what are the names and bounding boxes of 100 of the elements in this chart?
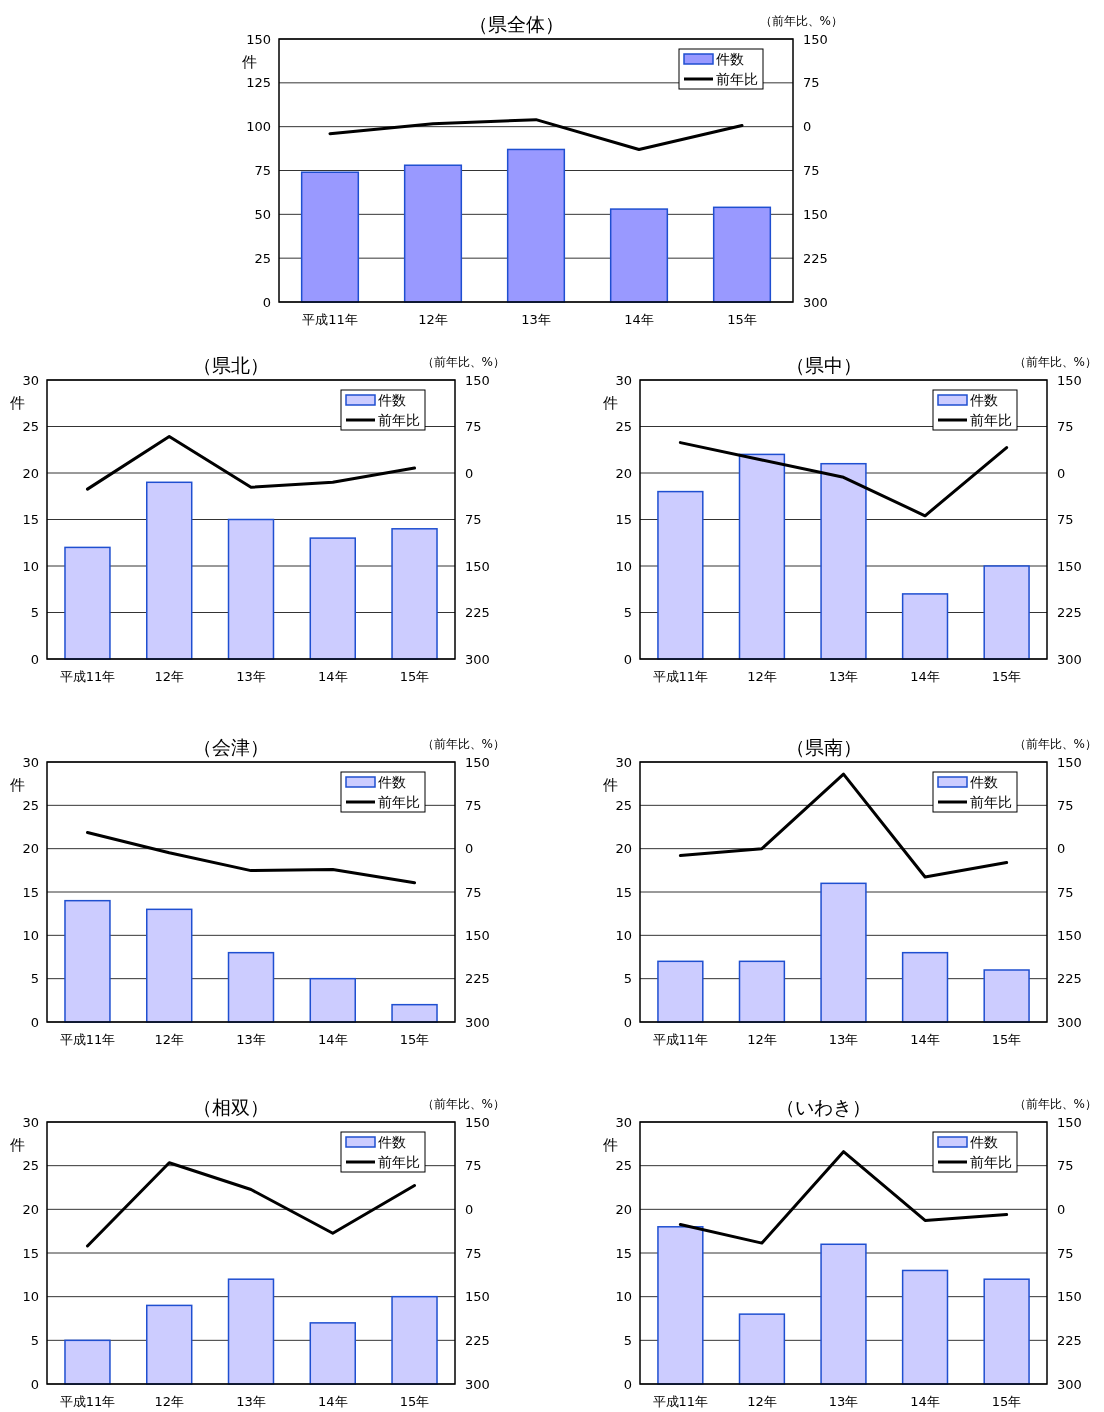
x-tick-label: 15年 <box>991 669 1022 684</box>
y2-tick-label: 225 <box>1057 605 1082 621</box>
legend-label: 前年比 <box>970 1153 1012 1170</box>
y2-tick-label: 225 <box>1057 1332 1082 1348</box>
y-tick-label: 25 <box>615 1158 632 1174</box>
y2-tick-label: 150 <box>1057 1289 1082 1305</box>
bar <box>738 960 786 1023</box>
legend-label: 件数 <box>970 391 998 408</box>
y-tick-label: 20 <box>22 841 39 857</box>
y2-tick-label: 150 <box>465 754 490 770</box>
bar <box>738 1313 786 1385</box>
y-tick-label: 5 <box>30 605 39 621</box>
bar <box>738 453 786 660</box>
y2-axis-title: （前年比、%） <box>421 1097 505 1111</box>
y2-axis-title: （前年比、%） <box>1013 355 1097 369</box>
bar <box>64 1339 111 1385</box>
legend-label: 前年比 <box>378 1153 420 1170</box>
y2-tick-label: 150 <box>1057 927 1082 943</box>
y2-tick-label: 75 <box>465 797 482 813</box>
y2-tick-label: 150 <box>465 372 490 388</box>
x-tick-label: 12年 <box>154 1394 185 1409</box>
y-tick-label: 15 <box>615 512 632 528</box>
bar <box>820 1243 867 1385</box>
y-tick-label: 20 <box>22 465 39 481</box>
legend-label: 前年比 <box>378 411 420 428</box>
y-tick-label: 0 <box>623 651 632 667</box>
y2-tick-label: 0 <box>465 841 474 857</box>
bar <box>227 1278 275 1385</box>
y2-tick-label: 150 <box>803 206 828 222</box>
x-tick-label: 平成11年 <box>302 312 358 327</box>
bar <box>983 565 1030 660</box>
y2-tick-label: 75 <box>1057 1158 1074 1174</box>
x-tick-label: 平成11年 <box>59 669 116 684</box>
bar <box>146 481 193 660</box>
y-tick-label: 5 <box>623 1332 632 1348</box>
y-tick-label: 125 <box>246 75 271 91</box>
legend-label: 件数 <box>378 391 406 408</box>
y-tick-label: 30 <box>22 754 39 770</box>
bar <box>657 1226 704 1385</box>
bar <box>506 148 566 303</box>
bar <box>309 1322 356 1385</box>
x-tick-label: 12年 <box>747 1394 777 1409</box>
y-tick-label: 0 <box>262 294 271 310</box>
y2-axis-title: （前年比、%） <box>1013 737 1097 751</box>
y2-tick-label: 75 <box>803 75 820 91</box>
x-tick-label: 13年 <box>236 1394 266 1409</box>
y-tick-label: 20 <box>22 1201 39 1217</box>
bar <box>983 1278 1030 1385</box>
chart-title: （県中） <box>785 354 862 376</box>
x-tick-label: 12年 <box>747 1032 777 1047</box>
y-axis-title: 件 <box>241 53 257 71</box>
y-tick-label: 10 <box>22 558 39 574</box>
y2-tick-label: 150 <box>465 1114 490 1130</box>
bar <box>391 1295 438 1385</box>
y2-tick-label: 225 <box>465 605 490 621</box>
y-tick-label: 20 <box>615 841 632 857</box>
x-tick-label: 15年 <box>399 669 430 684</box>
y2-tick-label: 75 <box>465 512 482 528</box>
y2-tick-label: 150 <box>1057 558 1082 574</box>
x-tick-label: 13年 <box>828 669 859 684</box>
y2-tick-label: 225 <box>803 250 828 266</box>
x-tick-label: 12年 <box>747 669 777 684</box>
y-tick-label: 0 <box>30 1014 39 1030</box>
chart-title: （会津） <box>193 736 269 758</box>
bar <box>391 1003 438 1023</box>
y-tick-label: 75 <box>254 163 271 179</box>
y-tick-label: 15 <box>615 884 632 900</box>
bar <box>403 164 463 303</box>
legend-label: 件数 <box>716 50 744 67</box>
chart-title: （県北） <box>193 354 269 376</box>
x-tick-label: 14年 <box>317 1394 348 1409</box>
y2-tick-label: 225 <box>465 1332 490 1348</box>
y2-tick-label: 75 <box>1057 419 1074 435</box>
y-tick-label: 5 <box>30 1332 39 1348</box>
y-tick-label: 25 <box>22 419 39 435</box>
bar <box>300 171 360 303</box>
y-tick-label: 20 <box>615 1201 632 1217</box>
bar <box>64 899 111 1023</box>
y-tick-label: 30 <box>615 754 632 770</box>
y2-tick-label: 150 <box>803 31 828 47</box>
bar <box>227 951 275 1023</box>
y-tick-label: 25 <box>615 797 632 813</box>
y2-tick-label: 150 <box>1057 1114 1082 1130</box>
x-tick-label: 13年 <box>828 1032 859 1047</box>
legend-label: 件数 <box>970 1133 998 1150</box>
y-tick-label: 0 <box>30 1376 39 1392</box>
x-tick-label: 平成11年 <box>59 1394 116 1409</box>
y-axis-title: 件 <box>602 776 618 794</box>
chart-title: （相双） <box>193 1096 269 1118</box>
chart-title: （県全体） <box>468 13 564 35</box>
y-tick-label: 25 <box>22 1158 39 1174</box>
y2-axis-title: （前年比、%） <box>421 355 505 369</box>
x-tick-label: 12年 <box>418 312 448 327</box>
x-tick-label: 14年 <box>317 669 348 684</box>
x-tick-label: 13年 <box>236 1032 266 1047</box>
y-tick-label: 25 <box>615 419 632 435</box>
y-tick-label: 150 <box>246 31 271 47</box>
y-tick-label: 20 <box>615 465 632 481</box>
y-tick-label: 10 <box>22 927 39 943</box>
y-tick-label: 10 <box>615 558 632 574</box>
